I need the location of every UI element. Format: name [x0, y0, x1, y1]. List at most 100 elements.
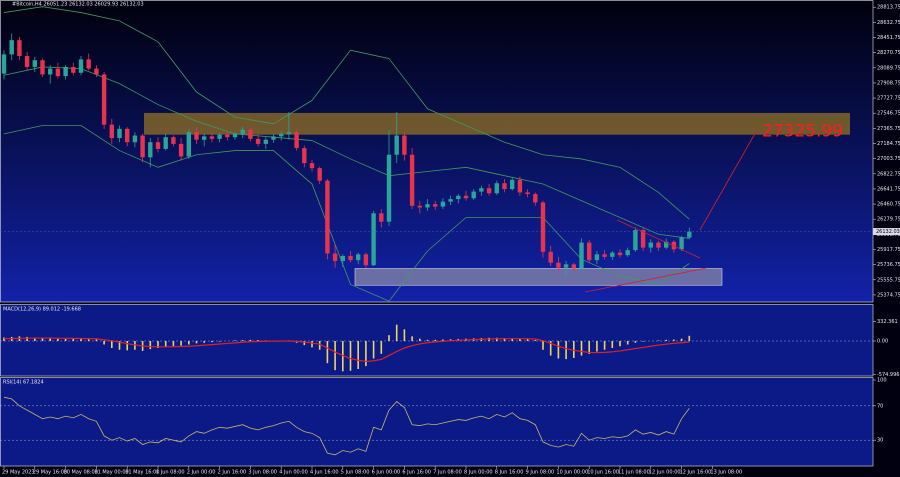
- macd-bar: [311, 341, 313, 348]
- candle-body: [63, 66, 68, 77]
- y-tick-label: 0.00: [877, 339, 888, 345]
- candle-body: [448, 199, 453, 202]
- macd-bar: [303, 341, 306, 346]
- candle-body: [125, 128, 130, 143]
- candle-body: [155, 142, 161, 149]
- candle-body: [340, 255, 345, 262]
- x-tick-label: 4 Jun 00:00: [279, 470, 308, 476]
- macd-bar: [188, 341, 190, 345]
- candle-body: [440, 201, 446, 207]
- candle-body: [1, 54, 7, 74]
- macd-bar: [211, 341, 213, 343]
- candle-body: [633, 230, 638, 251]
- macd-bar: [349, 341, 352, 371]
- macd-bar: [503, 338, 506, 341]
- y-tick-label: 100: [877, 378, 887, 384]
- last-price-tag: [873, 228, 900, 236]
- price-annotation: 27325.99: [762, 122, 843, 142]
- candle-body: [332, 253, 338, 262]
- candle-body: [32, 60, 37, 67]
- candle-body: [78, 59, 84, 73]
- macd-bar: [542, 341, 544, 350]
- macd-bar: [611, 341, 614, 348]
- candle-body: [302, 148, 307, 164]
- macd-bar: [496, 337, 498, 341]
- candle-body: [48, 68, 53, 75]
- candle-body: [525, 192, 530, 195]
- main-panel: [0, 0, 873, 302]
- macd-bar: [3, 337, 5, 341]
- macd-bar: [80, 338, 82, 341]
- macd-bar: [318, 341, 321, 350]
- macd-bar: [241, 340, 244, 341]
- x-tick-label: 12 Jun 00:00: [649, 470, 681, 476]
- macd-bar: [557, 341, 560, 359]
- candle-body: [17, 40, 22, 57]
- candle-body: [510, 179, 515, 190]
- macd-bar: [688, 335, 691, 341]
- y-tick-label: 28270.75: [877, 50, 900, 56]
- candle-body: [548, 251, 553, 263]
- y-tick-label: 28632.75: [877, 20, 900, 26]
- x-tick-label: 3 Jun 08:00: [248, 470, 277, 476]
- candle-body: [348, 255, 353, 261]
- candle-body: [140, 135, 145, 158]
- candle-body: [479, 188, 484, 192]
- macd-bar: [72, 338, 75, 341]
- macd-bar: [665, 339, 667, 341]
- candle-body: [417, 205, 422, 208]
- candle-body: [186, 132, 191, 157]
- macd-bar: [87, 339, 90, 341]
- candle-body: [117, 128, 122, 139]
- x-tick-label: 29 May 2023: [2, 470, 35, 476]
- candle-body: [101, 74, 107, 125]
- candle-body: [86, 59, 91, 69]
- candle-body: [648, 242, 653, 248]
- x-tick-label: 12 Jun 16:00: [680, 470, 712, 476]
- candle-body: [317, 168, 322, 181]
- x-tick-label: 7 Jun 08:00: [433, 470, 462, 476]
- macd-bar: [411, 336, 413, 341]
- rsi-line: [3, 396, 690, 456]
- x-tick-label: 31 May 00:00: [94, 470, 128, 476]
- macd-bar: [519, 338, 521, 341]
- macd-bar: [57, 338, 59, 341]
- macd-bar: [195, 341, 198, 344]
- y-tick-label: 27727.75: [877, 96, 900, 102]
- candle-body: [356, 254, 361, 261]
- macd-bar: [249, 339, 252, 341]
- macd-bar: [234, 340, 236, 341]
- candle-body: [94, 68, 99, 75]
- candle-body: [232, 133, 238, 138]
- candle-body: [610, 252, 615, 257]
- candle-body: [371, 213, 376, 266]
- x-tick-label: 6 Jun 16:00: [402, 470, 431, 476]
- macd-bar: [95, 339, 98, 341]
- macd-bar: [372, 341, 375, 359]
- y-tick-label: 70: [877, 403, 883, 409]
- x-tick-label: 8 Jun 16:00: [495, 470, 524, 476]
- x-tick-label: 13 Jun 08:00: [710, 470, 742, 476]
- y-tick-label: 27546.75: [877, 111, 900, 117]
- last-price-label: 26132.03: [876, 229, 900, 235]
- x-tick-label: 5 Jun 08:00: [341, 470, 370, 476]
- macd-bar: [426, 339, 429, 341]
- y-tick-label: 26279.75: [877, 217, 900, 223]
- candle-body: [363, 254, 369, 266]
- candle-body: [240, 129, 245, 134]
- macd-bar: [434, 339, 436, 341]
- candle-body: [263, 139, 268, 144]
- candle-body: [109, 124, 114, 139]
- chart-title: #Bitcoin,H4 26051.23 26132.03 26029.93 2…: [12, 2, 144, 8]
- macd-bar: [218, 341, 221, 342]
- macd-bar: [164, 341, 167, 347]
- y-tick-label: 332.361: [877, 319, 898, 325]
- candle-body: [425, 204, 430, 208]
- candle-body: [386, 154, 392, 222]
- macd-bar: [634, 341, 637, 343]
- candle-body: [217, 134, 222, 139]
- candle-body: [379, 213, 384, 222]
- macd-bar: [642, 341, 644, 342]
- candle-body: [587, 242, 592, 261]
- candle-body: [279, 133, 284, 137]
